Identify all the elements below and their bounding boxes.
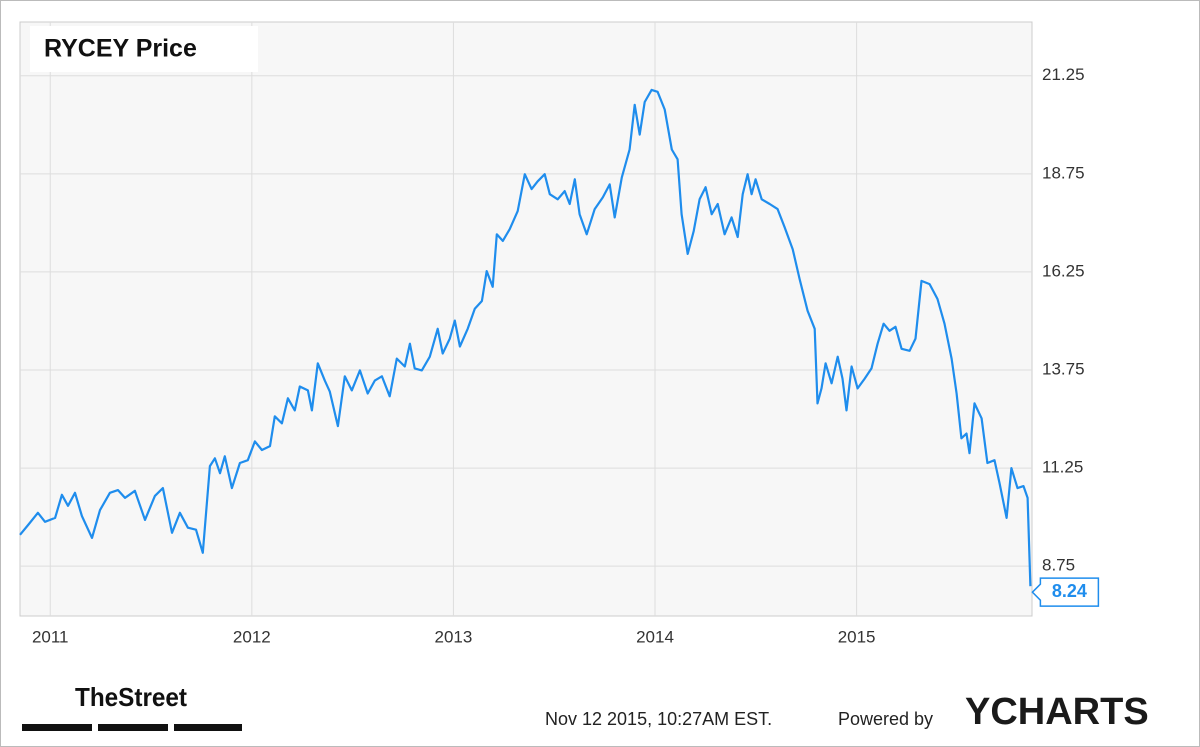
- x-tick-label: 2011: [32, 627, 69, 646]
- brand-bar: [174, 724, 242, 731]
- powered-by: Powered by: [838, 709, 933, 729]
- y-tick-label: 11.25: [1042, 458, 1083, 477]
- chart-title: RYCEY Price: [44, 35, 197, 63]
- last-value-label: 8.24: [1052, 581, 1087, 601]
- y-tick-label: 8.75: [1042, 556, 1075, 575]
- title-box: [30, 26, 258, 72]
- x-tick-label: 2013: [435, 627, 473, 646]
- y-tick-label: 18.75: [1042, 163, 1085, 182]
- y-tick-label: 21.25: [1042, 65, 1085, 84]
- last-value-box: [1031, 577, 1100, 607]
- plot-area: [19, 21, 1033, 617]
- y-tick-label: 16.25: [1042, 261, 1085, 280]
- brand-bar: [22, 724, 92, 731]
- price-line: [19, 88, 1032, 587]
- x-tick-label: 2014: [636, 627, 674, 646]
- brand-bar: [98, 724, 168, 731]
- logo: YCHARTS: [965, 691, 1149, 733]
- y-tick-label: 13.75: [1042, 359, 1085, 378]
- x-tick-label: 2012: [233, 627, 271, 646]
- x-tick-label: 2015: [838, 627, 876, 646]
- timestamp: Nov 12 2015, 10:27AM EST.: [545, 709, 772, 729]
- brand: TheStreet: [75, 682, 187, 712]
